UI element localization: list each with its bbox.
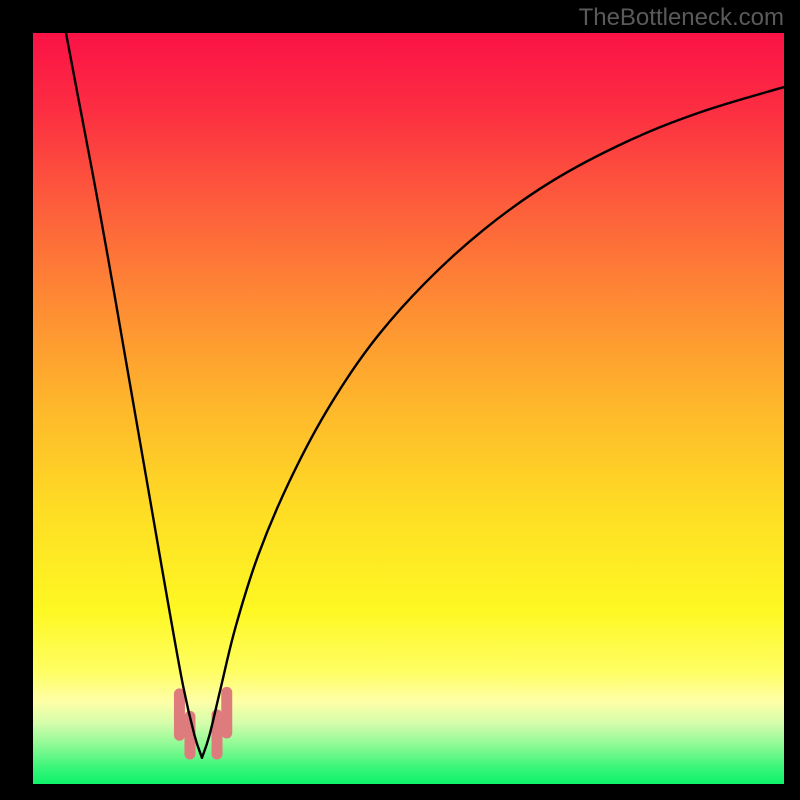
curve-right-branch — [202, 87, 784, 758]
chart-canvas: TheBottleneck.com — [0, 0, 800, 800]
watermark-text: TheBottleneck.com — [579, 4, 784, 32]
bottleneck-curve-layer — [33, 33, 784, 784]
curve-left-branch — [65, 33, 202, 758]
